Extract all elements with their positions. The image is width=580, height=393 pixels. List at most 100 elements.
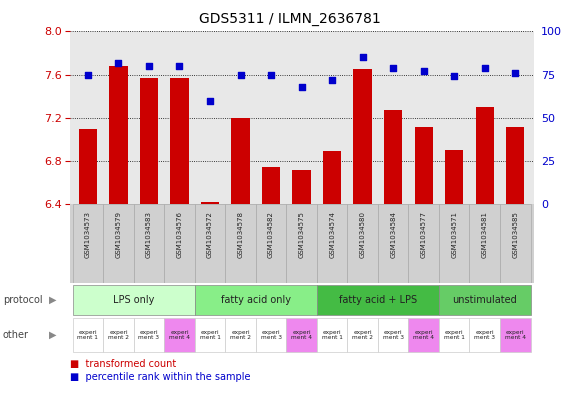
- Bar: [195, 318, 225, 352]
- Text: GSM1034584: GSM1034584: [390, 211, 396, 257]
- Text: experi
ment 1: experi ment 1: [200, 330, 220, 340]
- Text: ■  transformed count: ■ transformed count: [70, 358, 176, 369]
- Bar: [323, 151, 341, 204]
- Bar: [164, 204, 195, 283]
- Bar: [317, 318, 347, 352]
- Point: [236, 72, 245, 78]
- Point: [328, 77, 337, 83]
- Point: [266, 72, 276, 78]
- Text: experi
ment 4: experi ment 4: [169, 330, 190, 340]
- Bar: [439, 285, 531, 315]
- Text: GSM1034580: GSM1034580: [360, 211, 365, 258]
- Bar: [287, 204, 317, 283]
- Text: GSM1034585: GSM1034585: [512, 211, 519, 257]
- Bar: [103, 204, 134, 283]
- Text: experi
ment 2: experi ment 2: [108, 330, 129, 340]
- Text: GSM1034577: GSM1034577: [420, 211, 427, 258]
- Point: [144, 63, 154, 69]
- Text: other: other: [3, 330, 29, 340]
- Bar: [469, 318, 500, 352]
- Text: experi
ment 3: experi ment 3: [260, 330, 281, 340]
- Bar: [164, 318, 195, 352]
- Bar: [195, 204, 225, 283]
- Point: [84, 72, 93, 78]
- Text: experi
ment 2: experi ment 2: [352, 330, 373, 340]
- Text: GSM1034575: GSM1034575: [299, 211, 304, 257]
- Text: experi
ment 3: experi ment 3: [383, 330, 404, 340]
- Text: GSM1034574: GSM1034574: [329, 211, 335, 257]
- Bar: [262, 167, 280, 204]
- Point: [450, 73, 459, 79]
- Text: experi
ment 1: experi ment 1: [78, 330, 99, 340]
- Text: GSM1034572: GSM1034572: [207, 211, 213, 257]
- Point: [510, 70, 520, 76]
- Bar: [195, 285, 317, 315]
- Bar: [347, 318, 378, 352]
- Bar: [469, 204, 500, 283]
- Bar: [79, 129, 97, 204]
- Bar: [256, 204, 287, 283]
- Text: experi
ment 3: experi ment 3: [474, 330, 495, 340]
- Text: protocol: protocol: [3, 295, 42, 305]
- Bar: [171, 78, 188, 204]
- Point: [480, 64, 490, 71]
- Bar: [378, 318, 408, 352]
- Bar: [72, 285, 195, 315]
- Text: unstimulated: unstimulated: [452, 295, 517, 305]
- Bar: [439, 318, 469, 352]
- Text: GDS5311 / ILMN_2636781: GDS5311 / ILMN_2636781: [199, 12, 381, 26]
- Bar: [500, 204, 531, 283]
- Text: experi
ment 1: experi ment 1: [444, 330, 465, 340]
- Text: GSM1034579: GSM1034579: [115, 211, 121, 258]
- Text: experi
ment 2: experi ment 2: [230, 330, 251, 340]
- Bar: [103, 318, 134, 352]
- Text: experi
ment 1: experi ment 1: [322, 330, 343, 340]
- Bar: [317, 204, 347, 283]
- Bar: [439, 204, 469, 283]
- Bar: [292, 170, 311, 204]
- Bar: [256, 318, 287, 352]
- Text: GSM1034583: GSM1034583: [146, 211, 152, 258]
- Text: ▶: ▶: [49, 295, 57, 305]
- Bar: [109, 66, 128, 204]
- Text: experi
ment 3: experi ment 3: [139, 330, 160, 340]
- Bar: [500, 318, 531, 352]
- Text: fatty acid only: fatty acid only: [221, 295, 291, 305]
- Text: GSM1034578: GSM1034578: [238, 211, 244, 258]
- Point: [114, 59, 123, 66]
- Point: [205, 97, 215, 104]
- Point: [358, 54, 367, 61]
- Bar: [445, 150, 463, 204]
- Bar: [384, 110, 403, 204]
- Bar: [353, 69, 372, 204]
- Bar: [140, 78, 158, 204]
- Point: [419, 68, 429, 74]
- Point: [389, 64, 398, 71]
- Text: GSM1034571: GSM1034571: [451, 211, 457, 258]
- Bar: [476, 107, 494, 204]
- Bar: [408, 318, 439, 352]
- Text: ■  percentile rank within the sample: ■ percentile rank within the sample: [70, 372, 250, 382]
- Text: experi
ment 4: experi ment 4: [505, 330, 526, 340]
- Bar: [134, 318, 164, 352]
- Bar: [72, 204, 103, 283]
- Point: [297, 84, 306, 90]
- Bar: [408, 204, 439, 283]
- Bar: [225, 204, 256, 283]
- Bar: [231, 118, 250, 204]
- Bar: [287, 318, 317, 352]
- Text: LPS only: LPS only: [113, 295, 154, 305]
- Text: GSM1034582: GSM1034582: [268, 211, 274, 257]
- Bar: [134, 204, 164, 283]
- Bar: [201, 202, 219, 204]
- Bar: [317, 285, 439, 315]
- Bar: [72, 318, 103, 352]
- Text: ▶: ▶: [49, 330, 57, 340]
- Text: experi
ment 4: experi ment 4: [291, 330, 312, 340]
- Bar: [415, 127, 433, 204]
- Bar: [506, 127, 524, 204]
- Text: experi
ment 4: experi ment 4: [413, 330, 434, 340]
- Bar: [225, 318, 256, 352]
- Text: fatty acid + LPS: fatty acid + LPS: [339, 295, 417, 305]
- Text: GSM1034573: GSM1034573: [85, 211, 91, 258]
